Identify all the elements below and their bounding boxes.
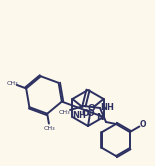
Text: NH: NH	[100, 102, 114, 112]
Text: CH₃: CH₃	[58, 110, 70, 115]
Text: CH₃: CH₃	[6, 81, 18, 86]
Text: O: O	[140, 120, 146, 128]
Text: O: O	[82, 109, 89, 118]
Text: O: O	[87, 103, 95, 113]
Text: NH: NH	[73, 111, 86, 120]
Text: CH₃: CH₃	[44, 126, 55, 131]
Text: N: N	[96, 113, 103, 122]
Text: O: O	[87, 109, 94, 118]
